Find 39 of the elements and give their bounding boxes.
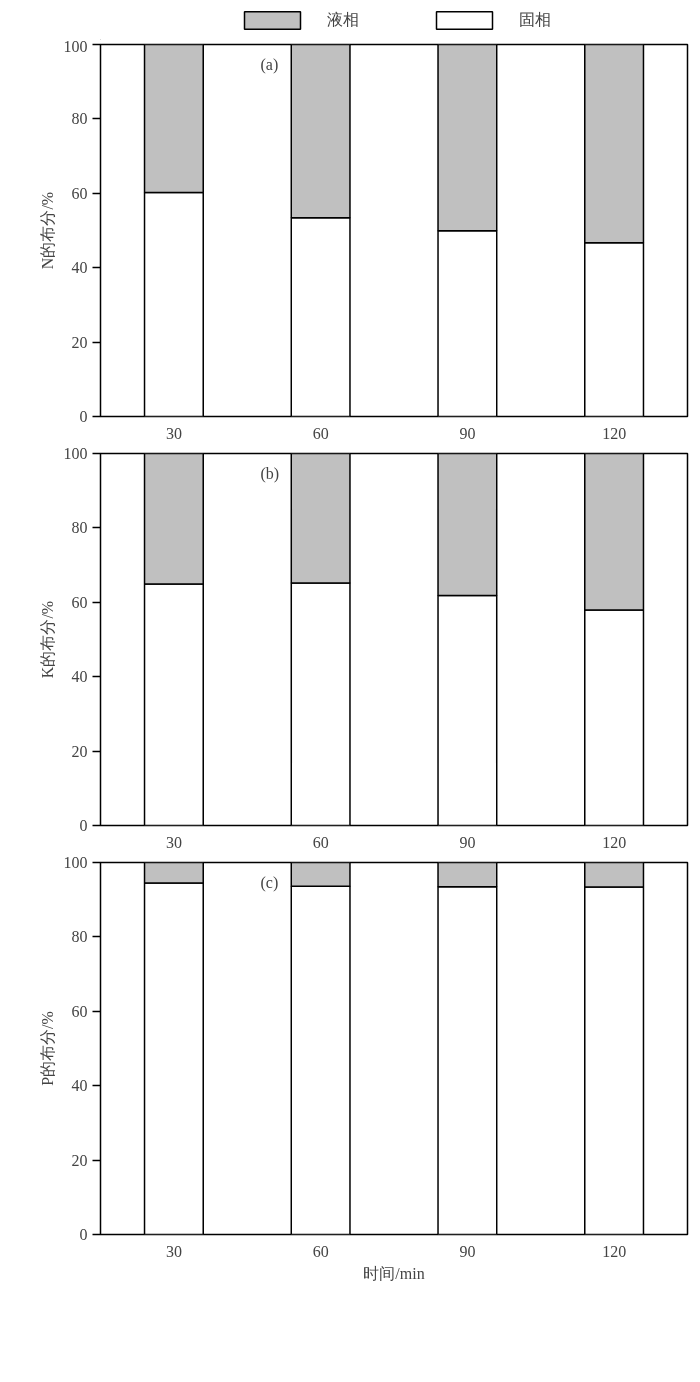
y-tick-label: 40 — [71, 1077, 88, 1095]
x-tick-label: 60 — [312, 833, 329, 851]
y-tick-label: 60 — [71, 1002, 88, 1020]
y-tick-label: 20 — [71, 742, 88, 760]
annotation: (b) — [260, 464, 280, 483]
y-tick-label: 60 — [71, 184, 88, 202]
y-tick-label: 100 — [63, 854, 88, 871]
x-axis-title: 时间/min — [363, 1264, 425, 1282]
x-tick-label: 90 — [459, 424, 476, 442]
y-tick-label: 100 — [63, 445, 88, 462]
y-tick-label: 100 — [63, 37, 88, 55]
y-tick-label: 40 — [71, 668, 88, 686]
x-tick-label: 60 — [312, 1242, 329, 1260]
x-tick-label: 60 — [312, 424, 329, 442]
annotation: (a) — [260, 55, 279, 74]
annotation: (c) — [260, 873, 279, 892]
y-tick-label: 60 — [71, 593, 88, 611]
y-tick-label: 20 — [71, 1151, 88, 1169]
y-tick-label: 0 — [79, 408, 88, 425]
y-tick-label: 80 — [71, 519, 88, 537]
y-tick-label: 0 — [79, 817, 88, 834]
x-tick-label: 30 — [165, 833, 182, 851]
x-tick-label: 90 — [459, 833, 476, 851]
y-tick-label: 80 — [71, 110, 88, 128]
y-tick-label: 20 — [71, 333, 88, 351]
x-tick-label: 120 — [602, 424, 627, 442]
y-axis-title: K的布分/% — [38, 600, 56, 679]
x-tick-label: 120 — [602, 833, 627, 851]
x-tick-label: 30 — [165, 424, 182, 442]
x-tick-label: 90 — [459, 1242, 476, 1260]
y-tick-label: 0 — [79, 1226, 88, 1243]
y-tick-label: 40 — [71, 259, 88, 277]
legend-label: 固相 — [518, 9, 551, 30]
y-axis-title: P的布分/% — [38, 1011, 56, 1086]
y-axis-title: N的布分/% — [38, 191, 56, 270]
y-tick-label: 80 — [71, 928, 88, 946]
legend-label: 液相 — [326, 9, 359, 30]
x-tick-label: 120 — [602, 1242, 627, 1260]
x-tick-label: 30 — [165, 1242, 182, 1260]
